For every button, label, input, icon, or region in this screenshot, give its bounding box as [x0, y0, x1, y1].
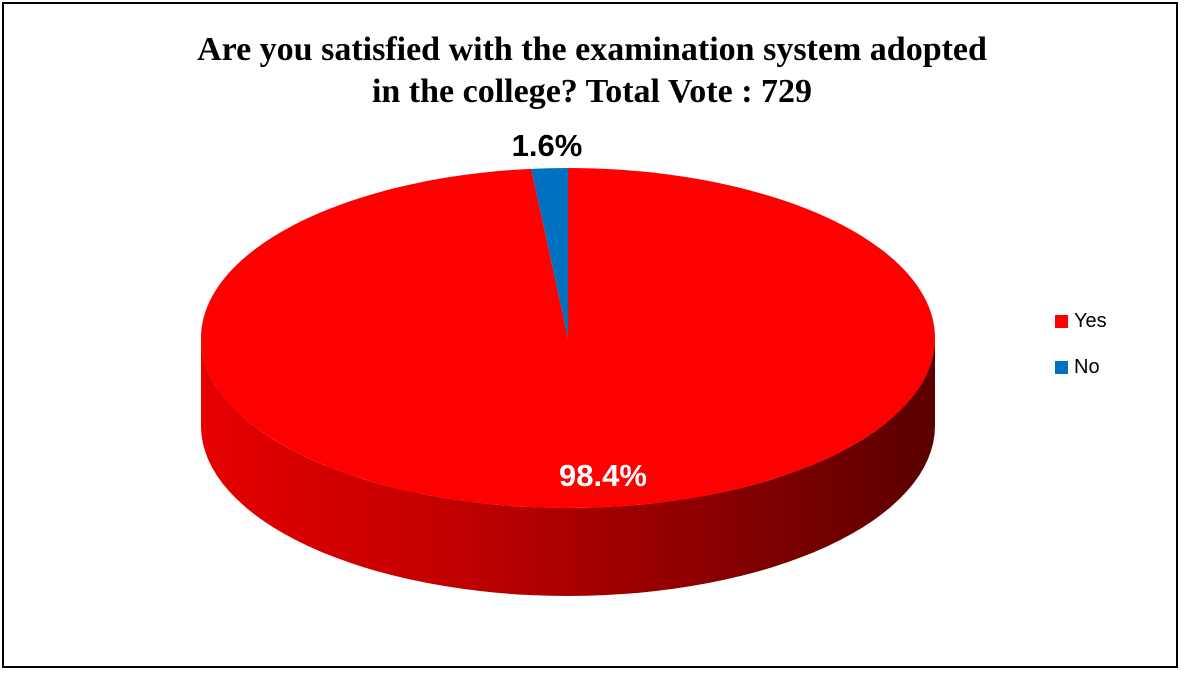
- legend-item-no: No: [1055, 354, 1107, 380]
- pie-side-wall: [201, 338, 935, 596]
- data-label-yes: 98.4%: [559, 458, 647, 493]
- legend: Yes No: [1055, 308, 1107, 400]
- chart-title-line-1: Are you satisfied with the examination s…: [197, 31, 987, 68]
- legend-swatch-yes: [1055, 314, 1068, 328]
- legend-item-yes: Yes: [1055, 308, 1107, 334]
- data-label-no: 1.6%: [512, 128, 583, 163]
- legend-label-no: No: [1074, 355, 1100, 378]
- legend-swatch-no: [1055, 360, 1068, 374]
- pie-slice-no: [531, 168, 568, 338]
- chart-title-line-2: in the college? Total Vote : 729: [371, 73, 813, 110]
- legend-label-yes: Yes: [1074, 309, 1107, 332]
